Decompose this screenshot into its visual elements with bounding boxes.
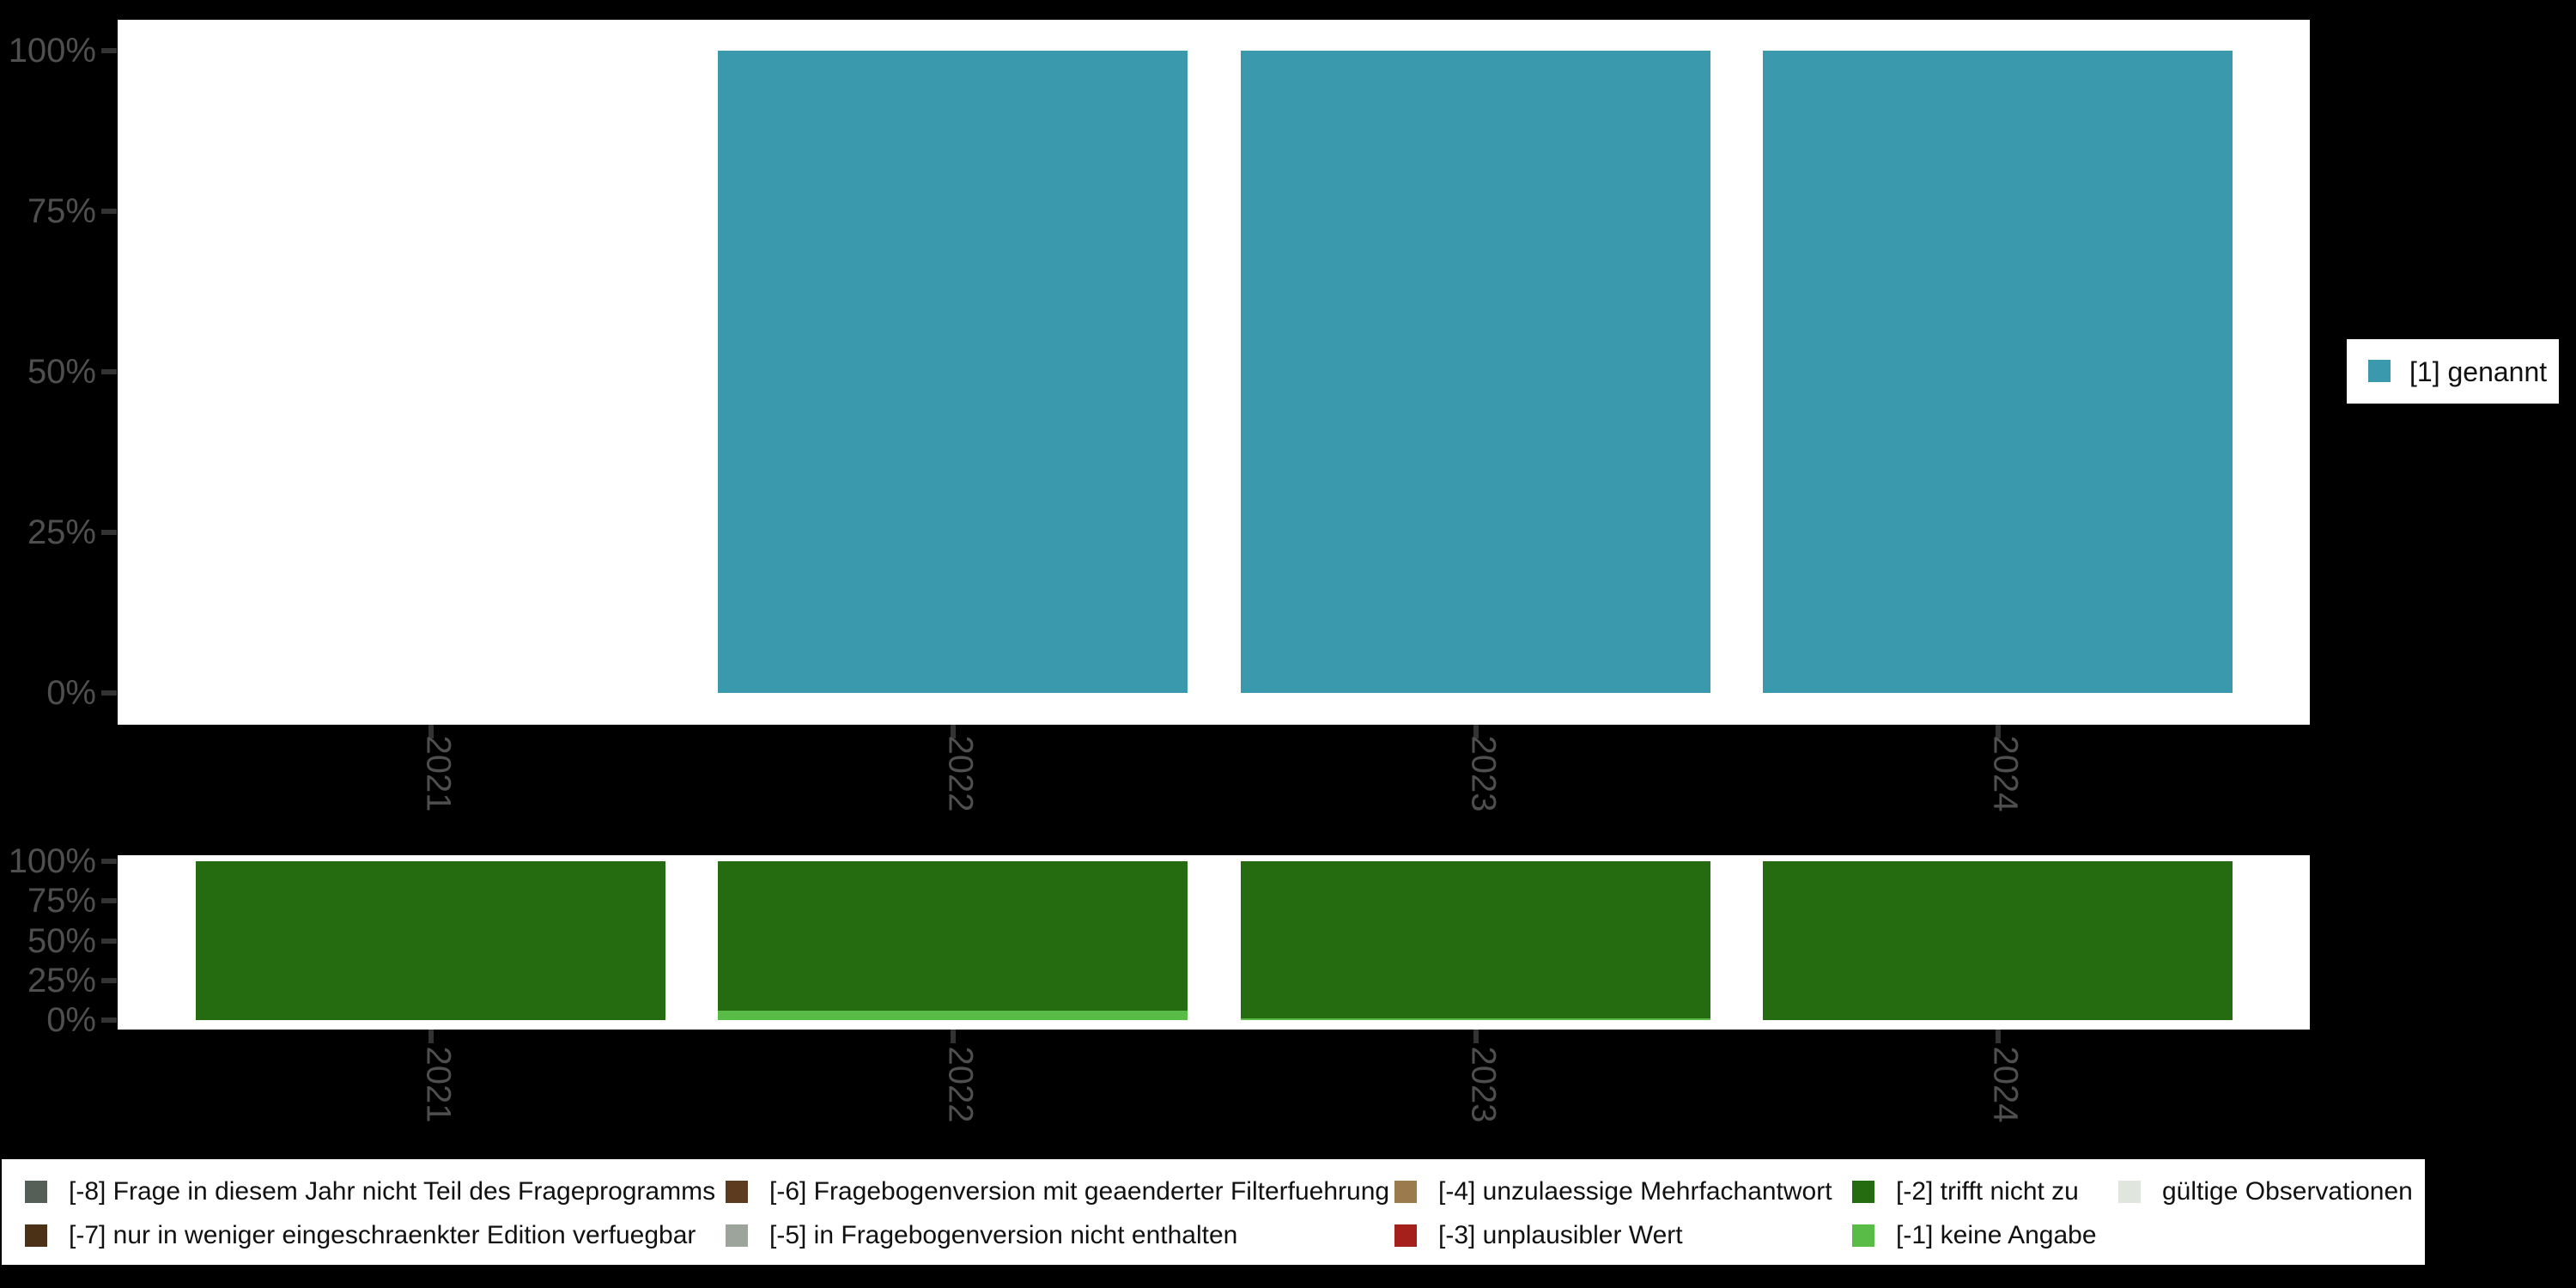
y-tick-label: 0% bbox=[46, 1001, 96, 1039]
y-tick-label: 25% bbox=[27, 513, 96, 551]
bar-2023--1-genannt bbox=[1241, 51, 1710, 693]
bar-2023---2-trifft-nicht-zu bbox=[1241, 861, 1710, 1019]
x-tick-mark bbox=[950, 725, 956, 738]
legend-swatch bbox=[1394, 1181, 1417, 1203]
x-tick-label-2023: 2023 bbox=[1464, 735, 1502, 812]
legend-swatch bbox=[25, 1224, 47, 1247]
x-tick-mark bbox=[1473, 1030, 1479, 1043]
legend-item-label: [-5] in Fragebogenversion nicht enthalte… bbox=[769, 1221, 1238, 1249]
legend-item-label: [-1] keine Angabe bbox=[1896, 1221, 2097, 1249]
bar-2021---2-trifft-nicht-zu bbox=[196, 861, 665, 1020]
bar-2022--1-genannt bbox=[718, 51, 1188, 693]
y-tick-mark bbox=[101, 938, 117, 944]
y-tick-mark bbox=[101, 209, 117, 214]
x-tick-label-2022: 2022 bbox=[941, 735, 979, 812]
y-tick-label: 100% bbox=[8, 842, 96, 880]
legend-swatch bbox=[25, 1181, 47, 1203]
legend-swatch bbox=[2118, 1181, 2141, 1203]
x-tick-label-2021: 2021 bbox=[419, 1046, 457, 1123]
y-tick-label: 50% bbox=[27, 353, 96, 391]
x-tick-mark bbox=[950, 1030, 956, 1043]
x-tick-mark bbox=[428, 725, 434, 738]
legend-swatch bbox=[1852, 1224, 1874, 1247]
legend-label-genannt: [1] genannt bbox=[2409, 356, 2548, 387]
y-tick-mark bbox=[101, 48, 117, 53]
x-tick-mark bbox=[1995, 1030, 2001, 1043]
bar-2024---2-trifft-nicht-zu bbox=[1763, 861, 2233, 1020]
y-tick-label: 75% bbox=[27, 882, 96, 920]
legend-item-label: [-4] unzulaessige Mehrfachantwort bbox=[1438, 1177, 1832, 1206]
legend-swatch bbox=[726, 1224, 748, 1247]
x-tick-mark bbox=[1473, 725, 1479, 738]
legend-swatch bbox=[726, 1181, 748, 1203]
y-tick-label: 75% bbox=[27, 192, 96, 230]
y-tick-mark bbox=[101, 369, 117, 374]
y-tick-label: 0% bbox=[46, 674, 96, 712]
y-tick-mark bbox=[101, 690, 117, 696]
legend-bottom: [-8] Frage in diesem Jahr nicht Teil des… bbox=[2, 1159, 2425, 1265]
legend-swatch bbox=[1852, 1181, 1874, 1203]
x-tick-label-2024: 2024 bbox=[1986, 1046, 2024, 1123]
x-tick-label-2024: 2024 bbox=[1986, 735, 2024, 812]
y-tick-label: 100% bbox=[8, 32, 96, 70]
y-tick-label: 25% bbox=[27, 961, 96, 999]
y-tick-mark bbox=[101, 898, 117, 904]
bar-2024--1-genannt bbox=[1763, 51, 2233, 693]
legend-right: [1] genannt bbox=[2347, 339, 2559, 404]
y-tick-mark bbox=[101, 1018, 117, 1023]
y-tick-mark bbox=[101, 859, 117, 864]
x-tick-label-2023: 2023 bbox=[1464, 1046, 1502, 1123]
legend-swatch bbox=[1394, 1224, 1417, 1247]
x-tick-label-2021: 2021 bbox=[419, 735, 457, 812]
bar-2022---1-keine-Angabe bbox=[718, 1010, 1188, 1020]
legend-item-label: gültige Observationen bbox=[2162, 1177, 2413, 1206]
bar-2022---2-trifft-nicht-zu bbox=[718, 861, 1188, 1011]
x-tick-mark bbox=[428, 1030, 434, 1043]
legend-item-label: [-7] nur in weniger eingeschraenkter Edi… bbox=[69, 1221, 696, 1249]
x-tick-label-2022: 2022 bbox=[941, 1046, 979, 1123]
legend-item-label: [-3] unplausibler Wert bbox=[1438, 1221, 1683, 1249]
y-tick-label: 50% bbox=[27, 921, 96, 960]
legend-item-label: [-8] Frage in diesem Jahr nicht Teil des… bbox=[69, 1177, 716, 1206]
y-tick-mark bbox=[101, 530, 117, 535]
y-tick-mark bbox=[101, 977, 117, 983]
legend-item-label: [-6] Fragebogenversion mit geaenderter F… bbox=[769, 1177, 1390, 1206]
legend-item-label: [-2] trifft nicht zu bbox=[1896, 1177, 2079, 1206]
x-tick-mark bbox=[1995, 725, 2001, 738]
bar-2023---1-keine-Angabe bbox=[1241, 1018, 1710, 1020]
legend-swatch-genannt bbox=[2368, 360, 2391, 382]
